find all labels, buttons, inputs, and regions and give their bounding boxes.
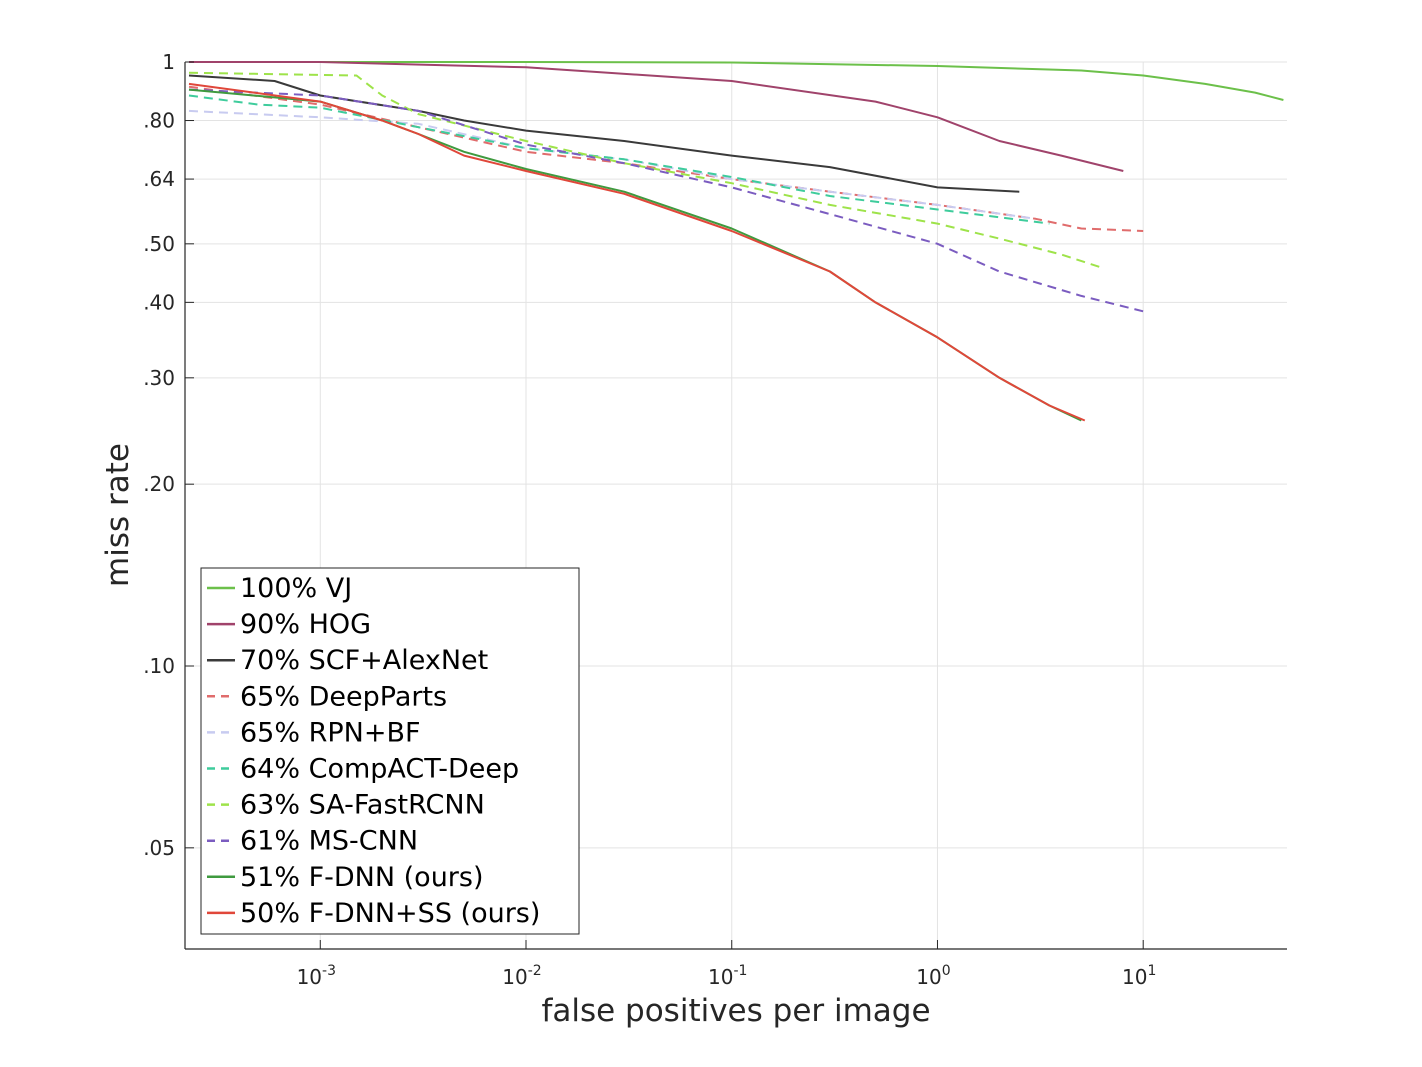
series-line-1 (189, 61, 1284, 101)
axes (184, 62, 1287, 950)
y-tick-label: .10 (143, 654, 175, 678)
y-tick-label: .30 (143, 366, 175, 390)
series-line-4 (188, 85, 1144, 232)
x-axis-label: false positives per image (541, 993, 930, 1029)
grid (185, 61, 1287, 949)
legend-label: 63% SA-FastRCNN (240, 790, 485, 821)
series-layer (188, 61, 1284, 422)
series-line-8 (188, 88, 1148, 314)
y-tick-label: .50 (143, 232, 175, 256)
legend-label: 70% SCF+AlexNet (240, 645, 488, 676)
legend-label: 90% HOG (240, 609, 371, 640)
x-tick-label: 100 (916, 963, 950, 989)
y-tick-label: 1 (162, 50, 175, 74)
series-line-10 (188, 82, 1086, 422)
y-tick-label: .20 (143, 472, 175, 496)
legend: 100% VJ 90% HOG 70% SCF+AlexNet 65% DeepPar… (200, 567, 580, 935)
legend-label: 61% MS-CNN (240, 826, 418, 857)
y-ticks: 1 .80 .64 .50 .40 .30 .20 .10 .05 (143, 50, 194, 860)
legend-label: 51% F-DNN (ours) (240, 862, 484, 893)
legend-label: 64% CompACT-Deep (240, 754, 519, 785)
x-ticks: 10-3 10-2 10-1 100 101 (297, 940, 1156, 989)
y-tick-label: .40 (143, 290, 175, 314)
legend-label: 50% F-DNN+SS (ours) (240, 898, 540, 929)
legend-label: 65% RPN+BF (240, 717, 421, 748)
x-tick-label: 10-3 (297, 963, 336, 989)
y-axis-label: miss rate (100, 443, 136, 587)
series-line-2 (189, 61, 1124, 172)
x-tick-label: 10-2 (502, 963, 541, 989)
y-tick-label: .05 (143, 836, 175, 860)
legend-label: 100% VJ (240, 573, 352, 604)
legend-label: 65% DeepParts (240, 681, 447, 712)
x-tick-label: 10-1 (708, 963, 747, 989)
series-line-3 (188, 74, 1020, 193)
legend-box (200, 567, 580, 935)
x-tick-label: 101 (1122, 963, 1156, 989)
y-tick-label: .80 (143, 109, 175, 133)
series-line-7 (188, 71, 1106, 270)
y-tick-label: .64 (143, 167, 175, 191)
